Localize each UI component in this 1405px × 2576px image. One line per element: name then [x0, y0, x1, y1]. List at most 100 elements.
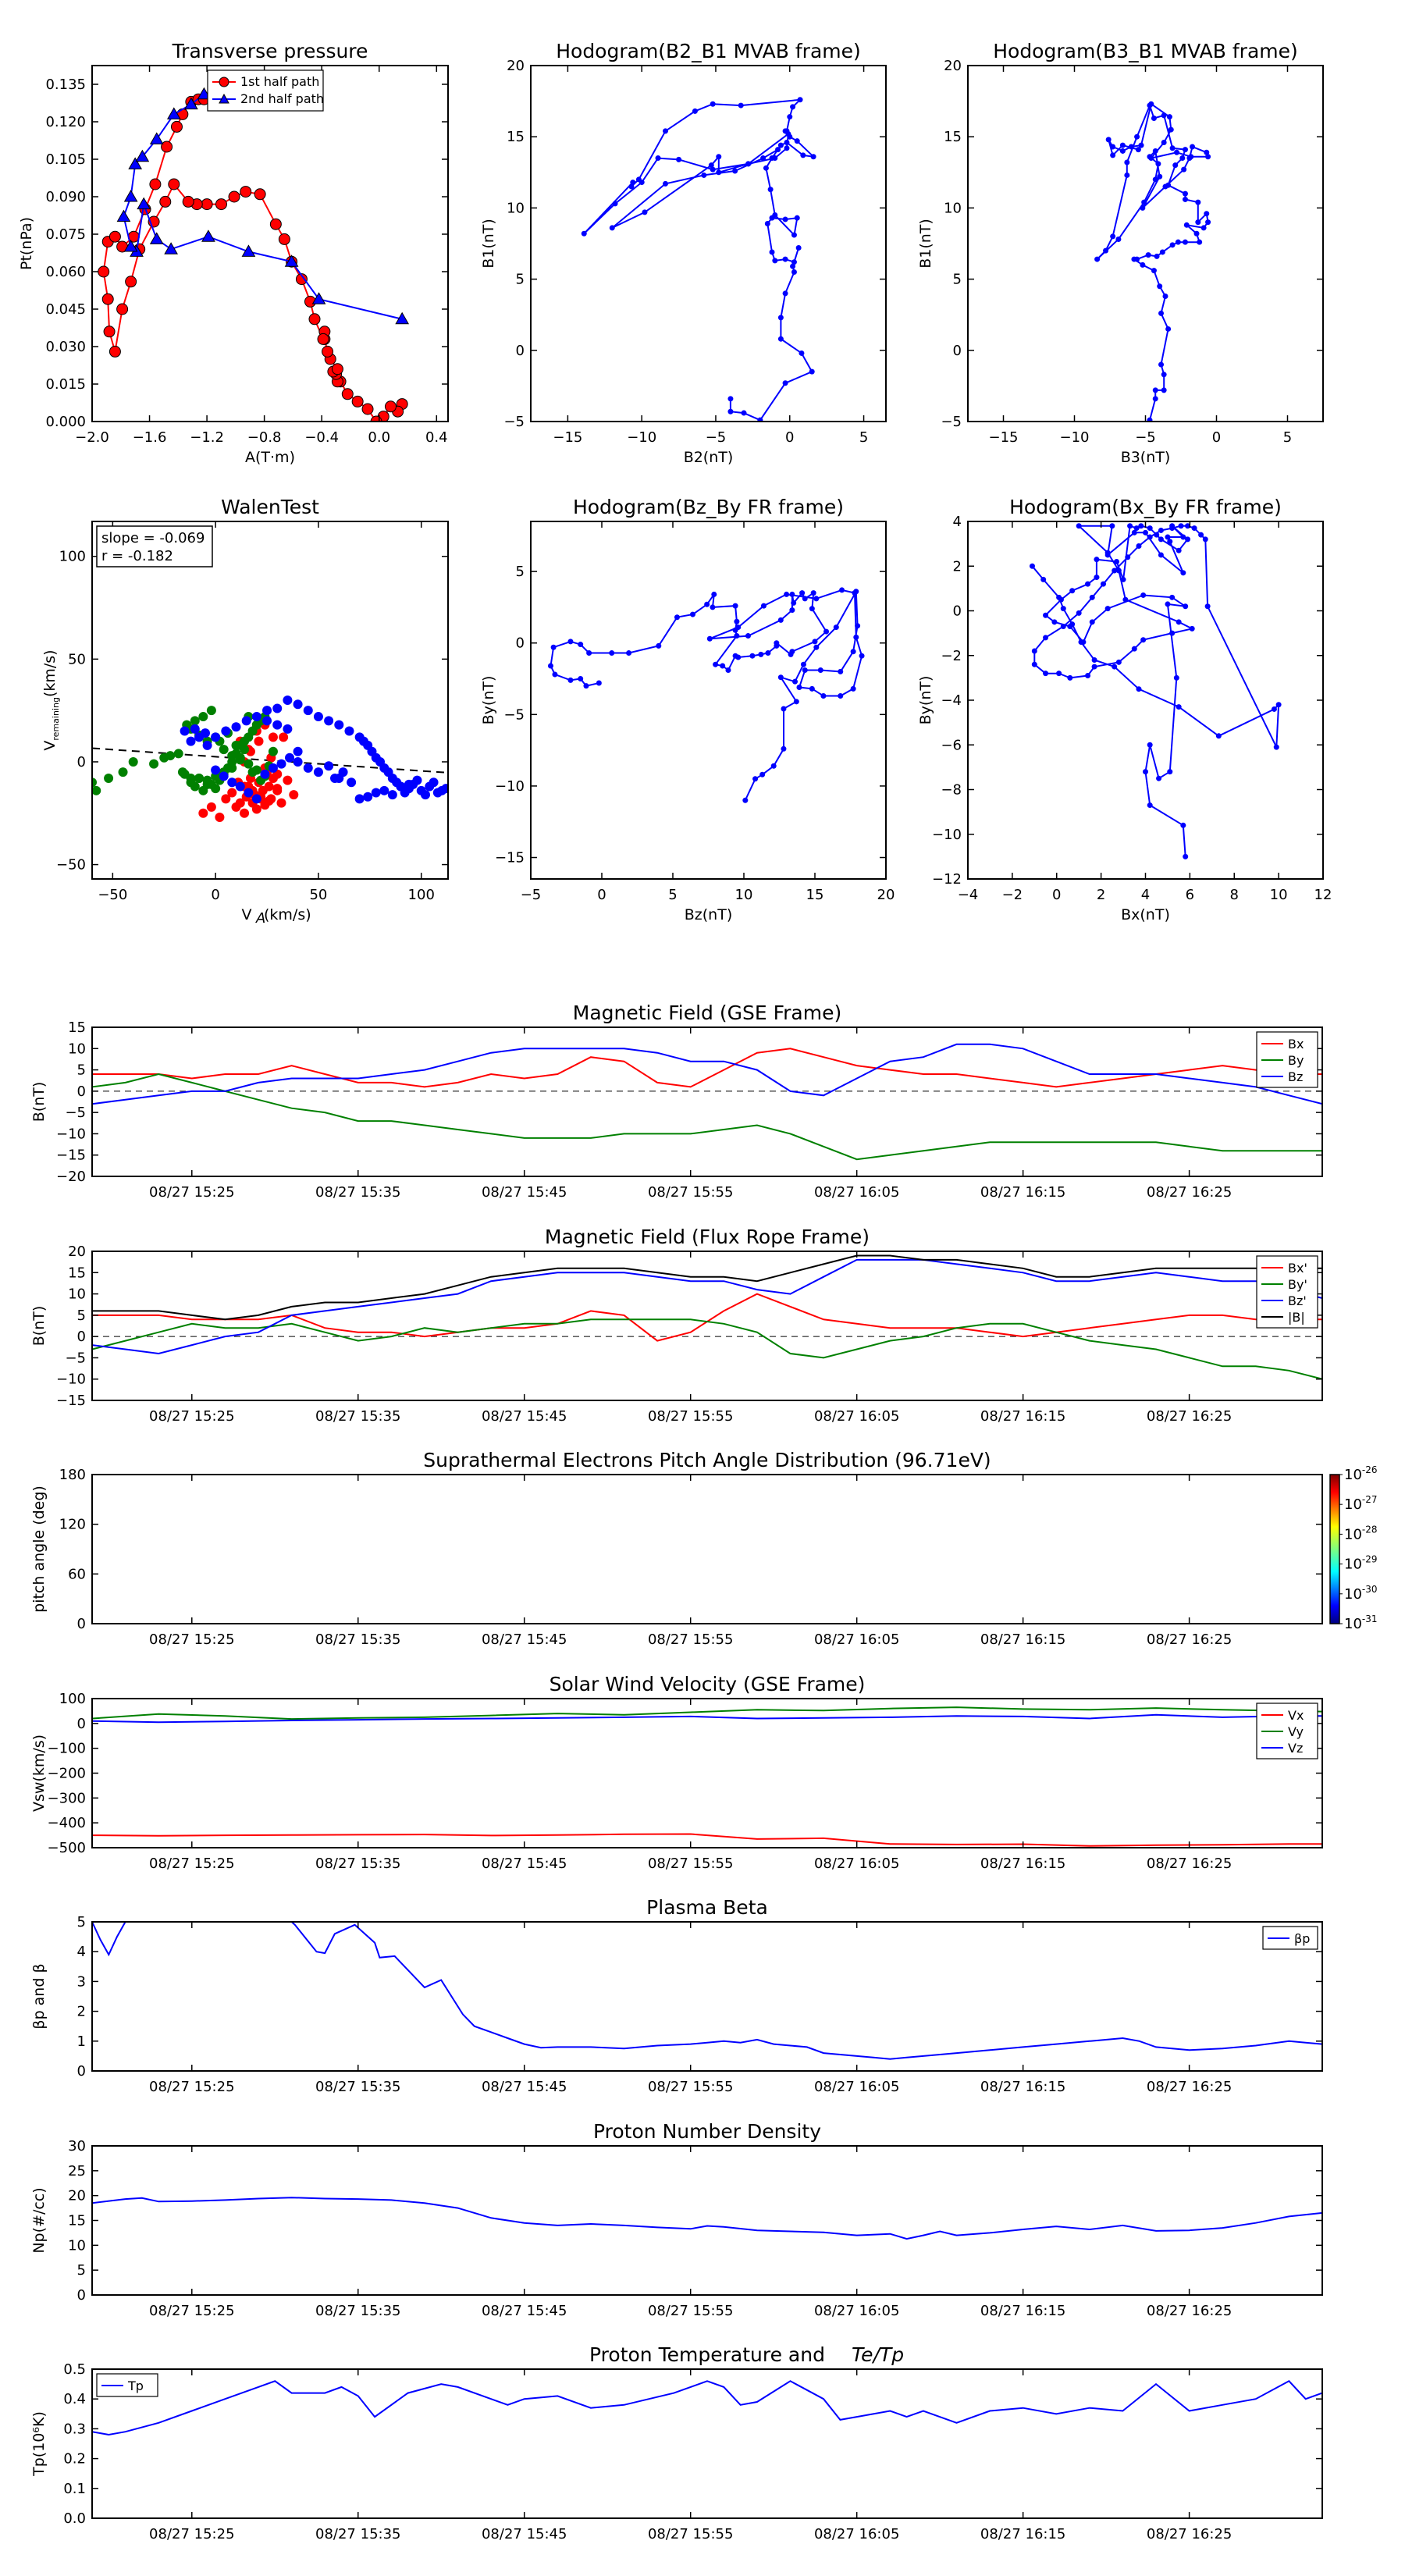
data-point — [732, 168, 738, 174]
y-tick-label: −5 — [65, 1350, 86, 1366]
data-point — [221, 794, 231, 804]
plot-frame — [91, 1921, 1323, 2072]
data-point — [235, 781, 245, 792]
x-tick-label: 08/27 16:15 — [980, 2303, 1065, 2319]
data-point — [190, 724, 200, 734]
y-tick-label: 4 — [77, 1944, 86, 1960]
y-tick-label: 0.5 — [63, 2361, 86, 2378]
data-point — [763, 165, 769, 171]
data-point — [800, 661, 806, 667]
data-point — [1157, 173, 1163, 180]
data-point — [1182, 147, 1188, 153]
plot-frame — [91, 521, 449, 880]
data-point — [1135, 147, 1141, 153]
x-tick-label: 08/27 16:25 — [1147, 2526, 1232, 2542]
x-tick-label: 08/27 16:15 — [980, 1408, 1065, 1425]
data-point — [1168, 126, 1174, 133]
data-point — [215, 198, 227, 211]
series-by-line — [92, 1318, 1322, 1380]
x-tick-label: 4 — [1141, 887, 1150, 903]
data-point — [395, 311, 410, 325]
chart-title-math: Te/Tp — [852, 2343, 904, 2366]
y-tick-label: −8 — [941, 782, 962, 799]
y-tick-label: 1 — [77, 2033, 86, 2050]
data-point — [1271, 706, 1277, 712]
data-point — [227, 763, 237, 773]
data-point — [596, 680, 602, 686]
data-point — [194, 774, 205, 784]
y-tick-label: 120 — [59, 1517, 86, 1533]
y-tick-label: 180 — [59, 1467, 86, 1483]
data-point — [262, 706, 272, 716]
data-point — [1067, 674, 1073, 681]
y-tick-label: −50 — [56, 857, 86, 873]
data-point — [1176, 704, 1182, 710]
data-point — [116, 209, 131, 222]
x-tick-label: 0 — [785, 429, 794, 446]
data-point — [789, 607, 795, 614]
data-point — [1043, 635, 1049, 641]
data-point — [1056, 671, 1062, 677]
data-point — [313, 712, 323, 722]
data-point — [168, 178, 180, 190]
data-point — [1169, 594, 1176, 600]
data-point — [655, 155, 661, 162]
annotation-box — [96, 525, 213, 568]
x-tick-label: 08/27 15:25 — [149, 1184, 234, 1201]
data-point — [283, 696, 293, 705]
x-tick-label: 0 — [1212, 429, 1221, 446]
data-point — [334, 720, 344, 730]
y-axis-label-main: V — [41, 741, 59, 751]
data-point — [777, 142, 784, 148]
plot-frame — [91, 2145, 1323, 2296]
data-point — [809, 368, 815, 375]
data-point — [745, 633, 751, 639]
data-point — [752, 776, 759, 782]
x-axis-label-sub: A — [255, 910, 265, 927]
data-point — [251, 712, 261, 722]
data-point — [1104, 606, 1111, 612]
data-point — [742, 797, 749, 803]
data-point — [1133, 525, 1140, 532]
colorbar — [1329, 1474, 1340, 1624]
data-point — [251, 804, 261, 814]
colorbar-tick-label: 10-27 — [1344, 1494, 1378, 1513]
data-point — [760, 603, 767, 609]
data-point — [1161, 139, 1167, 145]
data-point — [1162, 183, 1168, 190]
data-point — [198, 808, 208, 818]
x-tick-label: 0.0 — [368, 429, 390, 446]
y-tick-label: −15 — [56, 1147, 86, 1164]
series-0-line — [1031, 525, 1280, 857]
data-point — [1140, 205, 1146, 211]
y-axis-label: By(nT) — [480, 676, 497, 725]
y-tick-label: 0 — [953, 603, 962, 620]
data-point — [794, 215, 800, 221]
data-point — [1158, 361, 1165, 368]
series-bz-line — [92, 1043, 1322, 1105]
y-tick-label: 20 — [68, 2188, 86, 2204]
data-point — [186, 736, 196, 746]
x-tick-label: 08/27 15:45 — [482, 2526, 567, 2542]
data-point — [1162, 293, 1168, 299]
y-tick-label: 5 — [77, 2262, 86, 2279]
data-point — [578, 676, 584, 682]
data-point — [791, 269, 797, 275]
y-tick-label: 20 — [68, 1244, 86, 1260]
colorbar-exponent: -28 — [1362, 1524, 1378, 1535]
series-bx-line — [92, 1293, 1322, 1342]
data-point — [284, 254, 299, 267]
data-point — [689, 611, 695, 617]
y-tick-label: 50 — [68, 651, 86, 667]
data-point — [1183, 603, 1189, 610]
y-tick-label: 5 — [953, 272, 962, 288]
data-point — [772, 212, 778, 219]
data-point — [194, 732, 205, 742]
annotation-line: slope = -0.069 — [101, 530, 205, 546]
x-tick-label: 08/27 15:45 — [482, 1631, 567, 1648]
x-tick-label: 08/27 15:45 — [482, 1856, 567, 1872]
x-tick-label: 08/27 16:25 — [1147, 1184, 1232, 1201]
plot-frame — [530, 521, 887, 880]
y-tick-label: 0.135 — [45, 76, 86, 93]
